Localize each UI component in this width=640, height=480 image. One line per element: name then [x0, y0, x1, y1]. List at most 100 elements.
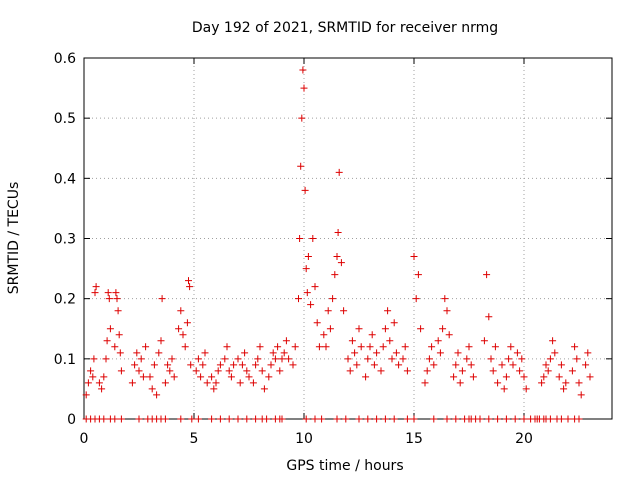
data-point: [577, 391, 585, 399]
data-point: [188, 415, 196, 423]
data-point: [212, 379, 220, 387]
data-point: [403, 367, 411, 375]
data-point: [452, 361, 460, 369]
data-point: [157, 337, 165, 345]
data-point: [454, 349, 462, 357]
y-tick-label: 0.6: [54, 51, 76, 67]
data-point: [384, 307, 392, 315]
data-point: [430, 361, 438, 369]
data-point: [282, 337, 290, 345]
data-point: [131, 361, 139, 369]
data-point: [238, 361, 246, 369]
data-point: [388, 355, 396, 363]
data-point: [234, 415, 242, 423]
data-point: [584, 349, 592, 357]
data-point: [511, 415, 519, 423]
data-point: [392, 349, 400, 357]
data-point: [187, 361, 195, 369]
data-point: [183, 319, 191, 327]
data-point: [102, 355, 110, 363]
data-point: [90, 355, 98, 363]
data-point: [331, 271, 339, 279]
data-point: [271, 355, 279, 363]
data-point: [234, 355, 242, 363]
data-point: [194, 355, 202, 363]
data-point: [403, 415, 411, 423]
data-point: [568, 367, 576, 375]
data-point: [549, 337, 557, 345]
data-point: [491, 343, 499, 351]
data-point: [410, 415, 418, 423]
data-point: [582, 361, 590, 369]
data-point: [443, 415, 451, 423]
data-point: [297, 162, 305, 170]
data-point: [91, 289, 99, 297]
data-point: [560, 385, 568, 393]
data-point: [265, 373, 273, 381]
data-point: [351, 349, 359, 357]
data-point: [135, 367, 143, 375]
data-point: [516, 367, 524, 375]
data-point: [158, 295, 166, 303]
data-point: [373, 349, 381, 357]
data-point: [299, 66, 307, 74]
data-point: [214, 367, 222, 375]
data-point: [216, 415, 224, 423]
data-point: [161, 415, 169, 423]
data-point: [469, 373, 477, 381]
x-tick-label: 10: [295, 431, 313, 447]
data-point: [318, 415, 326, 423]
data-point: [192, 367, 200, 375]
data-point: [307, 301, 315, 309]
data-point: [513, 349, 521, 357]
data-point: [452, 415, 460, 423]
data-point: [302, 265, 310, 273]
data-point: [353, 361, 361, 369]
data-point: [357, 343, 365, 351]
data-point: [115, 331, 123, 339]
data-point: [153, 391, 161, 399]
data-point: [450, 373, 458, 381]
data-point: [128, 379, 136, 387]
data-point: [185, 277, 192, 285]
data-point: [564, 415, 572, 423]
data-point: [366, 343, 374, 351]
y-tick-label: 0: [67, 412, 76, 428]
data-point: [301, 186, 309, 194]
data-point: [84, 379, 92, 387]
axis-ticks: 0 0.1 0.2 0.3 0.4 0.5 0.6 0 5 10 15 20: [54, 51, 612, 447]
data-point: [291, 343, 299, 351]
data-point: [430, 415, 438, 423]
data-point: [260, 385, 268, 393]
data-point: [546, 355, 554, 363]
data-point: [313, 319, 321, 327]
data-point: [485, 415, 493, 423]
data-point: [335, 168, 343, 176]
data-point: [364, 355, 372, 363]
data-points: [82, 66, 594, 423]
data-point: [201, 349, 209, 357]
data-point: [148, 385, 156, 393]
data-point: [166, 367, 174, 375]
data-point: [104, 289, 112, 297]
data-point: [480, 337, 488, 345]
data-point: [542, 361, 550, 369]
data-point: [225, 367, 233, 375]
data-point: [111, 415, 119, 423]
data-point: [89, 373, 97, 381]
data-point: [227, 373, 235, 381]
data-point: [522, 385, 530, 393]
data-point: [256, 343, 264, 351]
data-point: [324, 307, 332, 315]
data-point: [311, 415, 319, 423]
data-point: [278, 415, 286, 423]
data-point: [355, 325, 363, 333]
data-point: [111, 343, 119, 351]
data-point: [485, 313, 493, 321]
data-point: [197, 373, 205, 381]
data-point: [467, 361, 475, 369]
data-point: [225, 415, 233, 423]
data-point: [509, 361, 517, 369]
data-point: [434, 337, 442, 345]
